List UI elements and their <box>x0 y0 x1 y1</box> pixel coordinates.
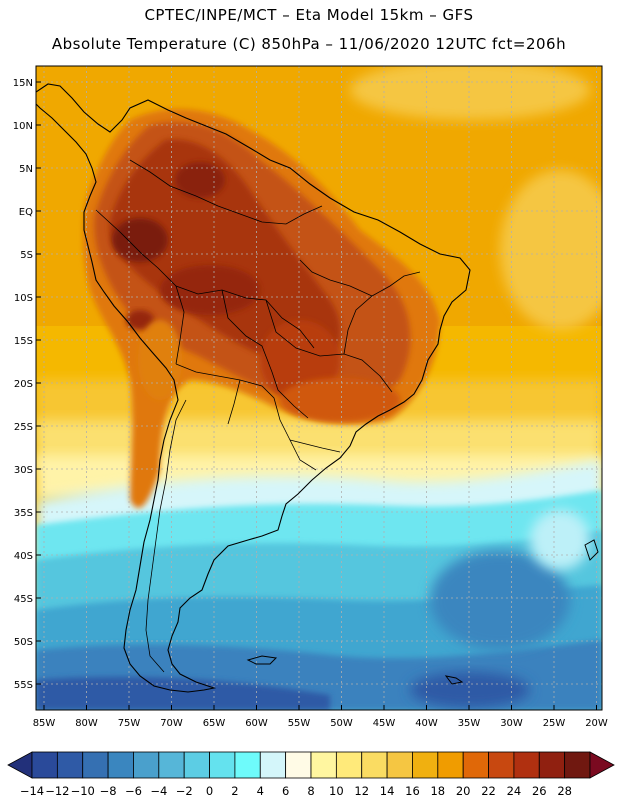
colorbar-swatch <box>209 751 236 779</box>
lon-label: 70W <box>160 718 183 729</box>
lat-label: 5N <box>19 164 33 175</box>
colorbar-swatch <box>183 751 210 779</box>
colorbar-swatch <box>462 751 489 779</box>
lat-label: 40S <box>14 551 33 562</box>
lat-label: 10S <box>14 293 33 304</box>
colorbar-swatch <box>56 751 84 779</box>
colorbar-tick-label: 8 <box>307 784 314 798</box>
colorbar-tick-label: −2 <box>176 784 193 798</box>
lon-label: 25W <box>543 718 566 729</box>
colorbar-tick-label: −12 <box>45 784 69 798</box>
colorbar-tick-label: 18 <box>430 784 445 798</box>
lat-label: 45S <box>14 594 33 605</box>
lon-label: 60W <box>245 718 268 729</box>
colorbar-tick-label: 26 <box>532 784 547 798</box>
chart-title-line2: Absolute Temperature (C) 850hPa – 11/06/… <box>51 35 567 53</box>
temperature-field <box>36 66 602 710</box>
colorbar-swatch <box>513 751 540 779</box>
lon-label: 65W <box>203 718 226 729</box>
colorbar-swatch <box>412 751 439 779</box>
colorbar-tick-label: 2 <box>231 784 238 798</box>
lat-label: EQ <box>19 207 33 218</box>
colorbar-tick-label: 14 <box>380 784 395 798</box>
colorbar-tick-label: 0 <box>206 784 213 798</box>
lon-label: 55W <box>288 718 311 729</box>
colorbar-swatch <box>133 751 160 779</box>
colorbar-swatch <box>158 751 185 779</box>
colorbar-under-arrow <box>7 751 33 779</box>
lon-label: 80W <box>75 718 98 729</box>
colorbar-swatch <box>234 751 261 779</box>
lon-label: 50W <box>330 718 353 729</box>
lon-label: 35W <box>458 718 481 729</box>
lat-label: 35S <box>14 508 33 519</box>
colorbar-tick-label: 10 <box>329 784 344 798</box>
chart-title-line1: CPTEC/INPE/MCT – Eta Model 15km – GFS <box>144 6 474 24</box>
latitude-labels: 15N 10N 5N EQ 5S 10S 15S 20S 25S 30S 35S 40S 45S 50S 5… <box>13 78 41 691</box>
colorbar-tick-label: −8 <box>100 784 117 798</box>
map-frame <box>35 65 603 711</box>
colorbar-swatch <box>386 751 413 779</box>
colorbar-swatch <box>82 751 109 779</box>
lat-label: 55S <box>14 680 33 691</box>
colorbar-tick-label: 16 <box>405 784 420 798</box>
colorbar-tick-label: 6 <box>282 784 289 798</box>
lon-label: 45W <box>373 718 396 729</box>
lon-label: 85W <box>33 718 56 729</box>
colorbar-swatch <box>31 751 58 779</box>
colorbar-swatch <box>107 751 134 779</box>
colorbar-swatch <box>310 751 337 779</box>
lat-label: 50S <box>14 637 33 648</box>
lon-label: 40W <box>415 718 438 729</box>
colorbar-tick-label: 12 <box>354 784 369 798</box>
lat-label: 15N <box>13 78 33 89</box>
colorbar-tick-label: 4 <box>257 784 264 798</box>
colorbar-swatch <box>361 751 388 779</box>
colorbar-swatch <box>259 751 287 779</box>
colorbar-tick-label: −10 <box>71 784 95 798</box>
south-america-coastline <box>36 83 471 693</box>
colorbar-swatch <box>538 751 566 779</box>
lon-label: 30W <box>500 718 523 729</box>
lon-label: 75W <box>118 718 141 729</box>
colorbar-tick-label: 24 <box>507 784 522 798</box>
lat-label: 30S <box>14 465 33 476</box>
lat-label: 25S <box>14 422 33 433</box>
colorbar-swatch <box>564 751 591 779</box>
lat-label: 15S <box>14 336 33 347</box>
colorbar-tick-label: −6 <box>125 784 142 798</box>
colorbar-swatch <box>488 751 515 779</box>
lat-label: 20S <box>14 379 33 390</box>
colorbar-swatch <box>285 751 312 779</box>
lon-label: 20W <box>585 718 608 729</box>
colorbar-tick-label: 28 <box>557 784 572 798</box>
longitude-labels: 85W 80W 75W 70W 65W 60W 55W 50W 45W 40W 35W 30W 25W 2… <box>33 705 608 729</box>
colorbar-over-arrow <box>589 751 615 779</box>
colorbar-tick-label: 22 <box>481 784 496 798</box>
colorbar-tick-label: 20 <box>456 784 471 798</box>
lat-label: 10N <box>13 121 33 132</box>
lat-label: 5S <box>20 250 33 261</box>
colorbar-swatch <box>437 751 464 779</box>
colorbar-swatch <box>335 751 363 779</box>
colorbar-tick-label: −4 <box>150 784 167 798</box>
colorbar-tick-label: −14 <box>20 784 44 798</box>
